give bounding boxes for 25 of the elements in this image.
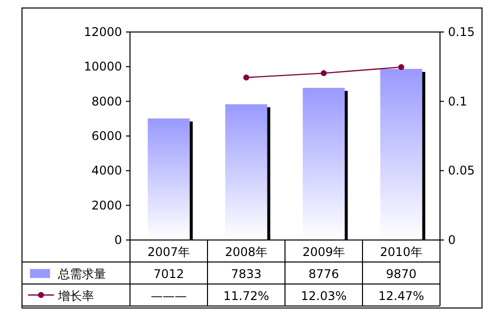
y-tick-label: 8000 bbox=[91, 94, 122, 108]
y-tick-label: 0 bbox=[114, 233, 122, 247]
data-label: 7833 bbox=[230, 267, 262, 281]
y-tick-label: 2000 bbox=[91, 198, 122, 212]
y-tick-label: 6000 bbox=[91, 129, 122, 143]
y-tick-label: 12000 bbox=[84, 25, 122, 39]
legend-label: 总需求量 bbox=[57, 267, 106, 281]
y2-tick-label: 0.05 bbox=[448, 164, 475, 178]
data-label: 12.03% bbox=[300, 289, 347, 303]
y-tick-label: 10000 bbox=[84, 60, 122, 74]
x-tick-label: 2010年 bbox=[380, 245, 423, 259]
y2-tick-label: 0.1 bbox=[448, 94, 468, 108]
data-label: 12.47% bbox=[378, 289, 424, 303]
y2-tick-label: 0.15 bbox=[448, 25, 475, 39]
text: ——— bbox=[150, 289, 187, 303]
data-label: 9870 bbox=[386, 267, 417, 281]
data-label: 11.72% bbox=[223, 289, 270, 303]
x-tick-label: 2009年 bbox=[302, 245, 346, 259]
data-label: 8776 bbox=[308, 267, 340, 281]
y-tick-label: 4000 bbox=[91, 164, 122, 178]
y2-tick-label: 0 bbox=[448, 233, 456, 247]
legend-label: 增长率 bbox=[57, 289, 94, 303]
x-tick-label: 2007年 bbox=[147, 245, 190, 259]
data-label: 7012 bbox=[153, 267, 184, 281]
x-tick-label: 2008年 bbox=[224, 245, 268, 259]
